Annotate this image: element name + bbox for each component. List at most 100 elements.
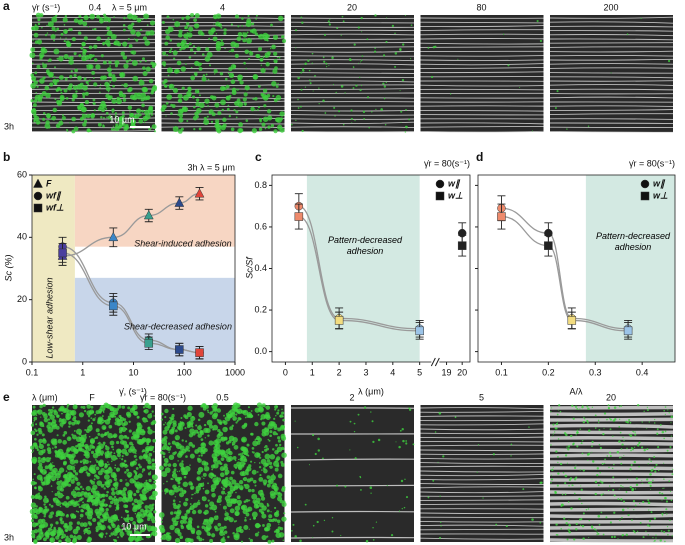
cell: [107, 432, 113, 439]
cell: [93, 478, 96, 481]
y-axis-label: Sc (%): [3, 254, 13, 281]
cell: [357, 26, 360, 29]
cell: [175, 441, 180, 447]
cell: [222, 86, 226, 90]
cell: [219, 431, 222, 434]
cell: [596, 474, 599, 477]
cell: [101, 415, 104, 418]
cell: [131, 22, 135, 26]
cell: [75, 510, 78, 513]
cell: [88, 45, 93, 50]
cell: [71, 37, 77, 42]
cell: [172, 87, 179, 94]
cell: [46, 24, 48, 27]
cell: [221, 108, 224, 112]
cell: [643, 448, 646, 452]
cell: [228, 72, 235, 79]
cell: [652, 536, 654, 539]
cell: [145, 479, 148, 482]
cell: [309, 79, 311, 82]
cell: [48, 73, 53, 78]
cell: [102, 124, 104, 126]
cell: [373, 50, 377, 53]
cell: [89, 460, 92, 463]
cell: [48, 126, 51, 129]
cell: [212, 402, 218, 409]
cell: [558, 404, 561, 407]
cell: [180, 416, 183, 419]
cell: [613, 535, 616, 539]
stripe: [549, 109, 674, 111]
cell: [237, 25, 240, 28]
cell: [131, 50, 137, 55]
cell: [161, 517, 164, 520]
cell: [123, 16, 126, 20]
cell: [86, 128, 91, 133]
cell: [211, 468, 214, 471]
cell: [125, 428, 128, 431]
cell: [353, 43, 356, 46]
cell: [72, 535, 78, 540]
cell: [338, 110, 341, 113]
cell: [171, 69, 173, 72]
cell: [236, 531, 238, 533]
cell: [199, 424, 201, 427]
cell: [43, 414, 48, 419]
cell: [567, 448, 570, 451]
cell: [272, 94, 275, 98]
cell: [177, 113, 180, 116]
cell: [574, 405, 578, 408]
stripe: [290, 76, 415, 78]
cell: [36, 448, 40, 452]
cell: [277, 82, 279, 85]
cell: [160, 450, 164, 455]
cell: [557, 409, 560, 411]
cell: [292, 523, 295, 526]
cell: [335, 91, 337, 94]
cell: [216, 418, 219, 422]
cell: [259, 119, 262, 123]
cell: [581, 439, 584, 442]
cell: [186, 120, 189, 122]
cell: [267, 539, 272, 544]
cell: [136, 415, 140, 419]
cell: [189, 464, 191, 466]
cell: [575, 476, 578, 479]
cell: [56, 57, 59, 60]
cell: [178, 485, 181, 488]
cell: [167, 463, 172, 467]
stripe: [420, 415, 544, 417]
cell: [668, 411, 670, 414]
cell: [104, 481, 107, 483]
cell: [113, 498, 120, 505]
cell: [109, 80, 112, 83]
cell: [550, 474, 552, 476]
cell: [211, 492, 216, 498]
cell: [613, 406, 617, 409]
cell: [125, 499, 129, 503]
cell: [87, 472, 90, 475]
cell: [180, 127, 184, 131]
cell: [383, 85, 387, 88]
cell: [139, 79, 142, 82]
stripe: [290, 42, 415, 44]
cell: [92, 98, 96, 102]
cell: [247, 506, 253, 512]
stripe: [161, 37, 285, 40]
cell: [161, 105, 164, 108]
cell: [262, 467, 266, 470]
y-tick-label: 0.4: [254, 263, 267, 273]
cell: [194, 451, 197, 453]
cell: [36, 85, 39, 88]
cell: [47, 413, 51, 416]
cell: [55, 535, 60, 540]
cell: [47, 475, 52, 480]
cell: [229, 489, 234, 494]
cell: [572, 484, 574, 487]
cell: [225, 455, 227, 458]
cell: [78, 469, 82, 473]
cell: [213, 23, 215, 25]
cell: [439, 536, 442, 539]
cell: [246, 466, 249, 469]
cell: [264, 54, 268, 58]
